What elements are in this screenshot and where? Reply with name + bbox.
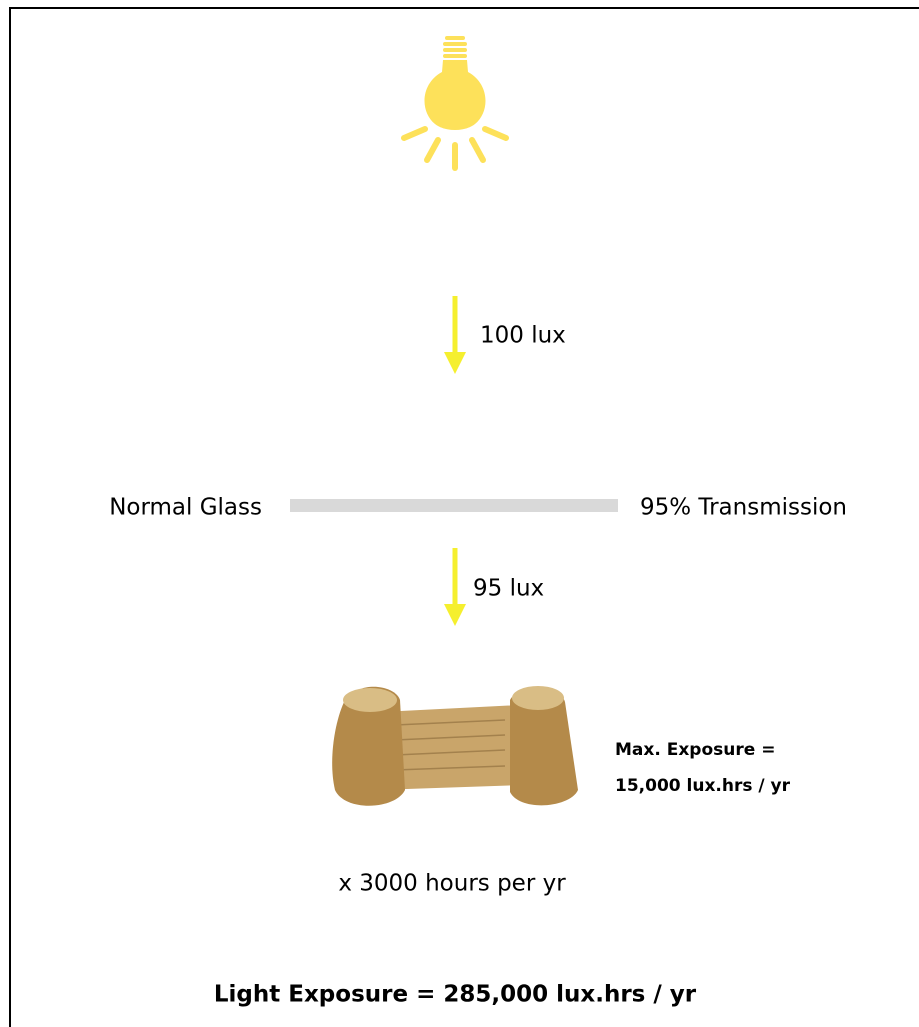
diagram: 100 lux Normal Glass 95% Transmission 95… <box>0 0 919 1027</box>
result-label: Light Exposure = 285,000 lux.hrs / yr <box>214 982 697 1008</box>
max-exposure-line: 15,000 lux.hrs / yr <box>615 776 791 796</box>
glass-pane <box>290 499 618 512</box>
max-exposure-line: Max. Exposure = <box>615 740 775 760</box>
glass-label: Normal Glass <box>109 495 262 521</box>
hours-label: x 3000 hours per yr <box>338 871 566 897</box>
transmitted-label: 95 lux <box>473 576 544 602</box>
incoming-label: 100 lux <box>480 323 566 349</box>
transmission-label: 95% Transmission <box>640 495 847 521</box>
